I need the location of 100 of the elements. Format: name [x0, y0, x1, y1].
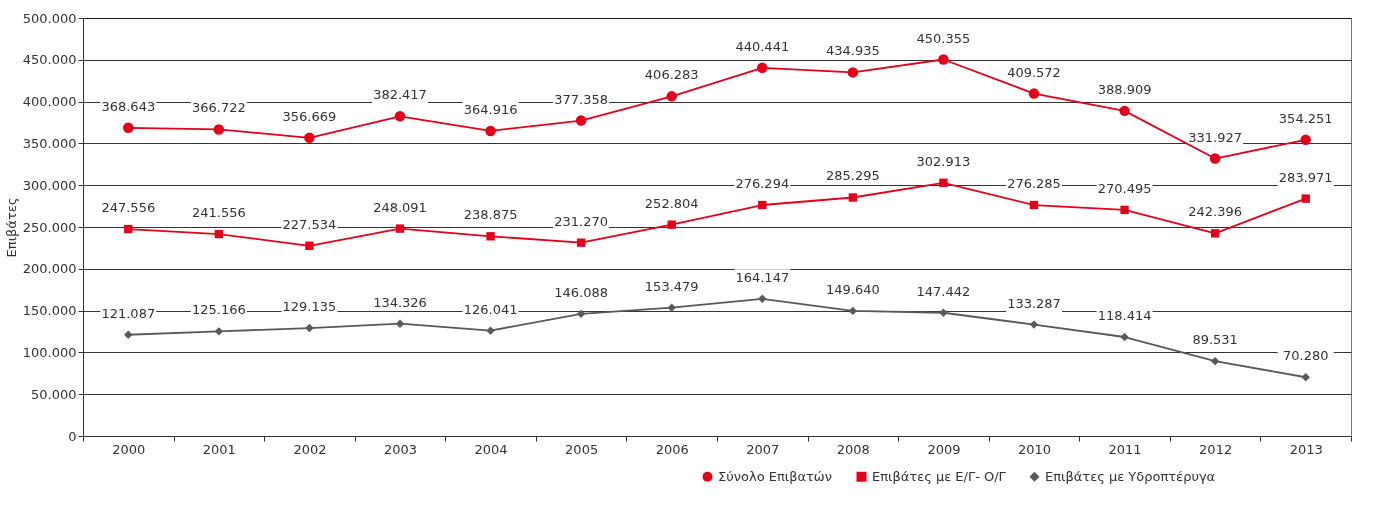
point	[214, 229, 224, 239]
point	[395, 224, 405, 233]
y-tick-label: 450.000	[22, 52, 77, 68]
point	[123, 122, 134, 134]
point	[938, 54, 949, 65]
data-label: 450.355	[916, 30, 971, 46]
data-label: 366.722	[191, 100, 246, 116]
y-tick-label: 50.000	[31, 386, 77, 402]
data-label: 89.531	[1192, 332, 1238, 348]
data-label: 364.916	[463, 101, 518, 117]
point	[1120, 205, 1129, 215]
point	[848, 193, 858, 202]
point	[939, 308, 948, 317]
data-label: 276.285	[1007, 176, 1061, 192]
x-tick-label: 2009	[927, 441, 961, 457]
data-label: 356.669	[282, 108, 337, 124]
point	[1210, 356, 1220, 366]
data-label: 133.287	[1007, 295, 1061, 311]
point	[758, 294, 767, 303]
point	[395, 319, 405, 328]
point	[1029, 200, 1039, 210]
data-label: 146.088	[554, 284, 609, 300]
data-label: 238.875	[463, 207, 518, 223]
legend-label: Επιβάτες με Ε/Γ- Ο/Γ	[872, 468, 1007, 484]
point	[1300, 134, 1311, 146]
point	[667, 303, 676, 312]
x-tick-label: 2011	[1108, 441, 1142, 457]
y-tick-label: 0	[68, 428, 77, 444]
point	[757, 62, 768, 74]
x-tick-label: 2000	[112, 441, 146, 457]
y-tick-label: 100.000	[22, 344, 77, 360]
data-label: 285.295	[825, 168, 880, 184]
y-tick-label: 400.000	[22, 94, 77, 110]
y-tick-label: 500.000	[22, 10, 77, 26]
data-label: 409.572	[1007, 64, 1061, 80]
point	[847, 67, 859, 78]
x-tick-label: 2004	[474, 441, 508, 457]
point	[394, 111, 406, 122]
data-label: 406.283	[644, 67, 699, 83]
point	[1301, 373, 1310, 382]
data-label: 331.927	[1188, 129, 1243, 145]
data-label: 302.913	[916, 153, 971, 169]
legend-label: Επιβάτες με Υδροπτέρυγα	[1045, 468, 1216, 484]
data-label: 118.414	[1097, 308, 1152, 324]
data-label: 129.135	[282, 299, 337, 315]
point	[939, 178, 948, 187]
point	[304, 132, 315, 144]
legend-label: Σύνολο Επιβατών	[718, 468, 833, 484]
data-label: 382.417	[373, 87, 427, 103]
data-label: 153.479	[644, 278, 699, 294]
x-tick-label: 2005	[565, 441, 599, 457]
point	[1120, 332, 1129, 342]
point	[667, 220, 676, 229]
data-label: 252.804	[644, 195, 699, 211]
point	[576, 238, 586, 247]
data-label: 231.270	[554, 213, 609, 229]
y-axis-title: Επιβάτες	[3, 197, 19, 258]
data-label: 276.294	[735, 176, 790, 192]
x-tick-label: 2007	[746, 441, 780, 457]
y-tick-label: 150.000	[22, 303, 77, 319]
data-label: 149.640	[825, 281, 880, 297]
point	[486, 326, 495, 335]
point	[666, 91, 677, 102]
data-label: 227.534	[282, 216, 337, 232]
data-label: 440.441	[735, 38, 790, 54]
point	[485, 125, 496, 137]
y-tick-label: 250.000	[22, 219, 77, 235]
x-tick-label: 2001	[202, 441, 236, 457]
point	[848, 306, 858, 316]
point	[1119, 105, 1130, 117]
data-label: 241.556	[191, 205, 246, 221]
data-label: 121.087	[101, 305, 156, 321]
data-label: 248.091	[373, 199, 427, 215]
data-label: 247.556	[101, 200, 156, 216]
data-label: 134.326	[373, 294, 427, 310]
point	[305, 241, 314, 250]
x-tick-label: 2012	[1199, 441, 1233, 457]
data-label: 434.935	[825, 43, 880, 59]
data-label: 388.909	[1097, 81, 1152, 97]
x-tick-label: 2006	[655, 441, 689, 457]
point	[1028, 88, 1040, 99]
data-label: 377.358	[554, 91, 609, 107]
data-label: 147.442	[916, 283, 971, 299]
point	[575, 115, 587, 126]
data-label: 283.971	[1278, 169, 1333, 185]
point	[1301, 194, 1310, 203]
y-tick-label: 350.000	[22, 135, 77, 151]
data-label: 368.643	[101, 98, 156, 114]
point	[305, 323, 314, 333]
point	[1029, 320, 1039, 329]
point	[1210, 229, 1220, 238]
x-tick-label: 2002	[293, 441, 327, 457]
point	[1209, 153, 1221, 164]
point	[124, 330, 133, 339]
data-label: 125.166	[191, 302, 246, 318]
data-label: 242.396	[1188, 204, 1243, 220]
data-label: 126.041	[463, 301, 518, 317]
y-tick-label: 200.000	[22, 261, 77, 277]
point	[213, 124, 225, 135]
point	[486, 232, 495, 241]
